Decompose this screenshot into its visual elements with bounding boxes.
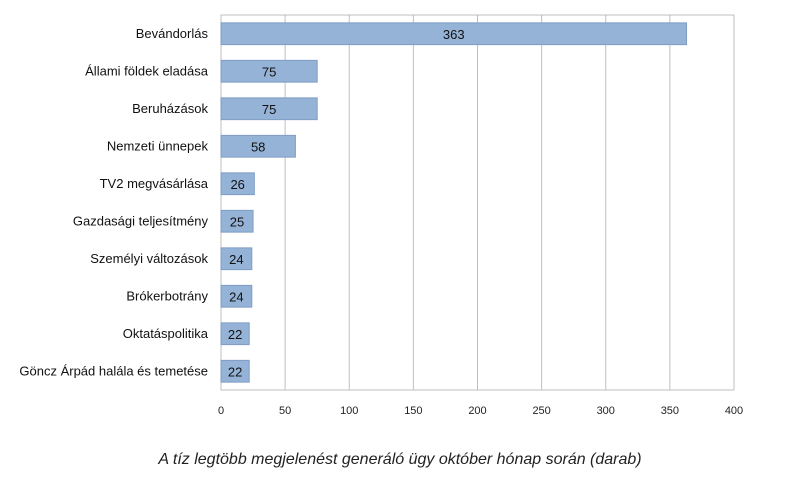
x-tick-label: 50 <box>279 405 291 417</box>
category-label: Beruházások <box>132 101 208 116</box>
bar <box>220 22 688 46</box>
bar <box>220 209 254 233</box>
data-label: 26 <box>230 177 244 192</box>
category-label: Oktatáspolitika <box>123 326 209 341</box>
x-tick-label: 200 <box>468 405 486 417</box>
bar <box>220 247 253 271</box>
category-label: Személyi változások <box>90 251 208 266</box>
data-label: 22 <box>228 327 242 342</box>
chart-caption: A tíz legtöbb megjelenést generáló ügy o… <box>158 451 642 468</box>
bar <box>220 359 250 383</box>
data-label: 58 <box>251 139 265 154</box>
x-tick-labels: 0 50 100 150 200 250 300 350 400 <box>218 405 743 417</box>
bar-chart: 363 75 75 58 26 25 24 24 22 22 Bevándorlás Állami … <box>19 14 743 417</box>
bar <box>220 284 253 308</box>
bar <box>220 172 255 196</box>
x-tick-label: 250 <box>532 405 550 417</box>
data-label: 24 <box>229 252 243 267</box>
bar <box>220 59 318 83</box>
x-tick-label: 300 <box>597 405 615 417</box>
data-label: 22 <box>228 364 242 379</box>
category-label: Göncz Árpád halála és temetése <box>19 363 208 378</box>
category-label: Állami földek eladása <box>85 63 209 78</box>
data-label: 75 <box>262 102 276 117</box>
bar <box>220 134 296 158</box>
x-tick-label: 400 <box>725 405 743 417</box>
category-label: Bevándorlás <box>136 26 209 41</box>
data-label: 363 <box>443 27 465 42</box>
x-tick-label: 100 <box>340 405 358 417</box>
data-label: 25 <box>230 214 244 229</box>
bar <box>220 97 318 121</box>
x-tick-label: 150 <box>404 405 422 417</box>
x-tick-label: 350 <box>661 405 679 417</box>
x-tick-label: 0 <box>218 405 224 417</box>
data-label: 75 <box>262 64 276 79</box>
category-label: TV2 megvásárlása <box>100 176 209 191</box>
category-label: Nemzeti ünnepek <box>107 138 209 153</box>
bar <box>220 322 250 346</box>
category-labels: Bevándorlás Állami földek eladása Beruházá… <box>19 26 208 379</box>
category-label: Brókerbotrány <box>126 288 208 303</box>
bars: 363 75 75 58 26 25 24 24 22 22 <box>220 22 688 383</box>
category-label: Gazdasági teljesítmény <box>73 213 209 228</box>
data-label: 24 <box>229 289 243 304</box>
